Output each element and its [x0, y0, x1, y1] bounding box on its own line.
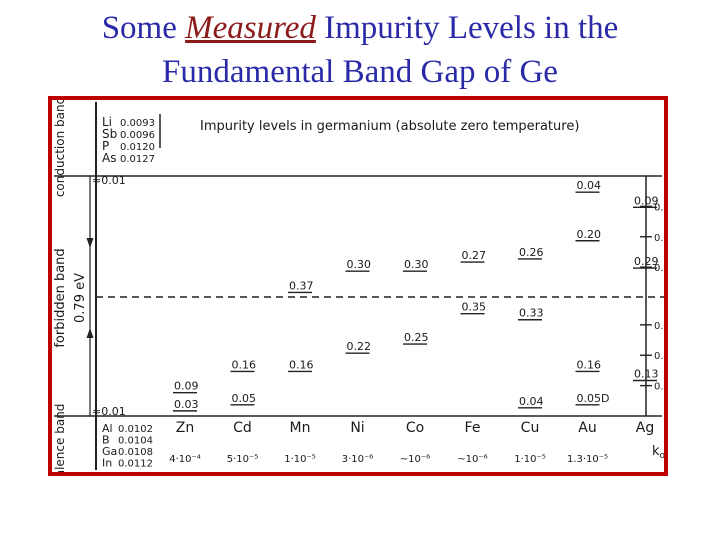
level-label-1: 0.03: [174, 398, 199, 411]
column-k-mn: 1·10⁻⁵: [284, 454, 316, 465]
acceptor-element-b: B: [102, 434, 110, 447]
column-k-cd: 5·10⁻⁵: [227, 454, 259, 465]
diagram-header: Impurity levels in germanium (absolute z…: [200, 119, 579, 134]
level-label-18: 0.05D: [577, 392, 610, 405]
level-label-7: 0.22: [347, 340, 372, 353]
acceptor-approx-label: ≈0.01: [92, 405, 126, 418]
acceptor-energy-in: 0.0112: [118, 459, 153, 470]
column-element-au: Au: [578, 420, 596, 436]
acceptor-element-in: In: [102, 457, 112, 470]
level-label-11: 0.35: [462, 301, 487, 314]
level-label-16: 0.20: [577, 228, 602, 241]
level-label-6: 0.30: [347, 258, 372, 271]
donor-energy-p: 0.0120: [120, 142, 155, 153]
level-label-2: 0.16: [232, 358, 257, 371]
valence-band-label: valence band: [53, 404, 67, 472]
level-label-12: 0.26: [519, 246, 544, 259]
donor-energy-li: 0.0093: [120, 118, 155, 129]
title-emphasis: Measured: [185, 10, 316, 46]
k-label-main: k: [652, 444, 660, 459]
column-element-mn: Mn: [290, 420, 311, 436]
level-label-3: 0.05: [232, 392, 257, 405]
level-label-14: 0.04: [519, 395, 544, 408]
column-element-fe: Fe: [465, 420, 481, 436]
column-element-ag: Ag: [636, 420, 654, 436]
level-label-13: 0.33: [519, 307, 544, 320]
level-label-17: 0.16: [577, 358, 602, 371]
level-label-20: 0.29: [634, 255, 659, 268]
scale-label-5: 0.1: [654, 382, 664, 393]
level-label-9: 0.25: [404, 331, 429, 344]
k-label: ko: [652, 444, 664, 461]
conduction-band-label: conduction band: [53, 100, 67, 197]
column-element-cu: Cu: [521, 420, 540, 436]
acceptor-energy-al: 0.0102: [118, 424, 153, 435]
column-element-co: Co: [406, 420, 424, 436]
acceptor-element-ga: Ga: [102, 445, 117, 458]
column-k-zn: 4·10⁻⁴: [169, 454, 201, 465]
donor-approx-label: ≈0.01: [92, 174, 126, 187]
acceptor-energy-b: 0.0104: [118, 436, 153, 447]
k-label-subscript: o: [660, 451, 664, 461]
scale-label-3: 0.3: [654, 321, 664, 332]
column-k-ni: 3·10⁻⁶: [342, 454, 374, 465]
column-element-cd: Cd: [233, 420, 252, 436]
diagram-svg: conduction band forbidden band 0.79 eV v…: [53, 100, 664, 472]
donor-energy-sb: 0.0096: [120, 130, 155, 141]
column-element-zn: Zn: [176, 420, 194, 436]
column-k-fe: ~10⁻⁶: [457, 454, 487, 465]
column-k-cu: 1·10⁻⁵: [514, 454, 546, 465]
scale-label-4: 0.2: [654, 351, 664, 362]
level-label-5: 0.16: [289, 358, 314, 371]
slide-title-line-2: Fundamental Band Gap of Ge: [162, 54, 558, 90]
donor-element-as: As: [102, 151, 116, 165]
scale-label-2: 0.3: [654, 263, 664, 274]
column-k-au: 1.3·10⁻⁵: [567, 454, 608, 465]
forbidden-band-label: forbidden band: [53, 248, 68, 347]
gap-energy-label: 0.79 eV: [73, 273, 88, 323]
title-post: Impurity Levels in the: [315, 10, 619, 46]
scale-label-1: 0.2: [654, 233, 664, 244]
scale-label-0: 0.1: [654, 202, 664, 213]
acceptor-element-al: Al: [102, 422, 113, 435]
slide-title-line-1: Some Measured Impurity Levels in the: [0, 8, 720, 48]
level-label-0: 0.09: [174, 380, 199, 393]
donor-element-p: P: [102, 139, 109, 153]
level-label-21: 0.13: [634, 368, 659, 381]
donor-energy-as: 0.0127: [120, 154, 155, 165]
level-label-8: 0.30: [404, 258, 429, 271]
impurity-level-diagram: conduction band forbidden band 0.79 eV v…: [48, 96, 668, 476]
level-label-4: 0.37: [289, 279, 314, 292]
level-label-15: 0.04: [577, 179, 602, 192]
level-label-10: 0.27: [462, 249, 487, 262]
donor-element-sb: Sb: [102, 127, 117, 141]
gap-arrow-up-icon: [86, 328, 94, 338]
column-k-co: ~10⁻⁶: [400, 454, 430, 465]
donor-element-li: Li: [102, 115, 112, 129]
title-pre: Some: [101, 10, 186, 46]
level-label-19: 0.09: [634, 194, 659, 207]
acceptor-energy-ga: 0.0108: [118, 447, 153, 458]
gap-arrow-down-icon: [86, 238, 94, 248]
column-element-ni: Ni: [350, 420, 364, 436]
